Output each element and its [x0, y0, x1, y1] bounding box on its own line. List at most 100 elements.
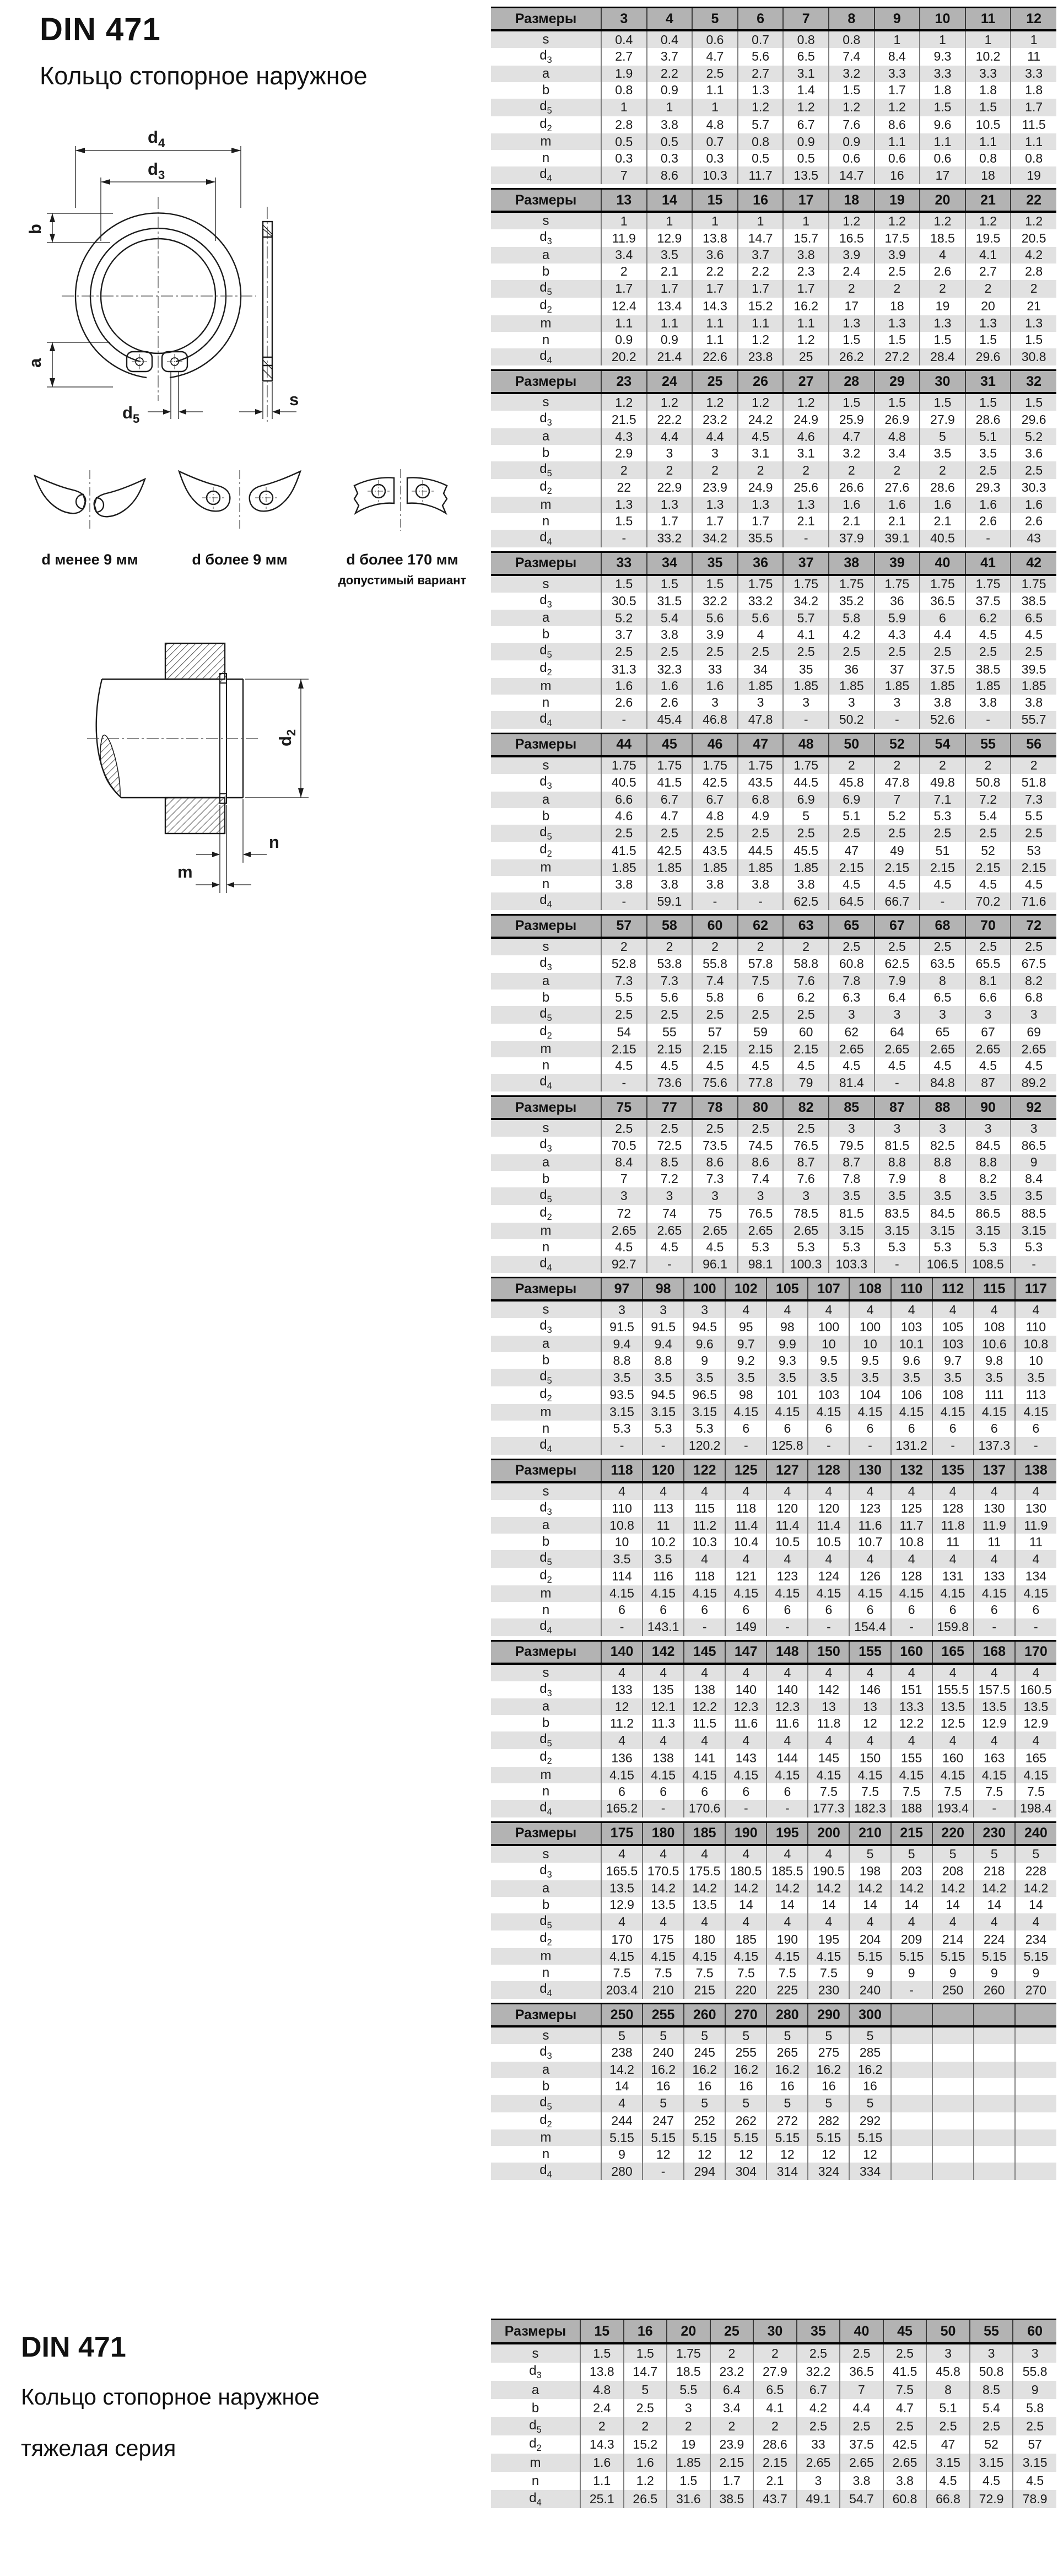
column-header: 260	[683, 2003, 726, 2028]
value-cell: 4.8	[692, 808, 738, 825]
column-header: 122	[683, 1458, 726, 1483]
value-cell: 5.3	[737, 1239, 784, 1256]
row-label: d2	[539, 116, 552, 133]
row-label: d5	[539, 461, 552, 478]
value-cell: 118	[725, 1499, 767, 1518]
row-label: a	[542, 1154, 550, 1170]
value-cell: 43.7	[753, 2490, 797, 2508]
value-cell: 14.2	[890, 1880, 932, 1897]
value-cell: 1.5	[964, 393, 1011, 411]
value-cell: 41.5	[882, 2363, 927, 2381]
column-header: 7	[782, 7, 829, 31]
value-cell: 4	[919, 246, 965, 263]
value-cell: 7.5	[1014, 1783, 1056, 1800]
column-header: 28	[828, 369, 875, 395]
value-cell: 4	[973, 1731, 1015, 1750]
value-cell: 0.3	[646, 150, 693, 167]
value-cell: 4	[890, 1731, 932, 1750]
value-cell: 2.5	[737, 1119, 784, 1137]
value-cell: 2.5	[601, 1005, 647, 1024]
value-cell: 4	[931, 1663, 974, 1681]
value-cell: 27.6	[873, 478, 920, 497]
value-cell: 3.8	[839, 2472, 883, 2490]
value-cell: 3.8	[646, 876, 693, 893]
din-table: Размеры 140 142 145 147 148 150 155 160 165 168 170…	[491, 1639, 1056, 1817]
value-cell: 2.5	[964, 824, 1011, 842]
value-cell: 10.5	[807, 1534, 850, 1551]
value-cell: 3.5	[600, 1550, 643, 1568]
value-cell: 150	[849, 1749, 891, 1767]
value-cell: 230	[807, 1981, 850, 1999]
value-cell: 5	[919, 428, 965, 445]
value-cell: -	[737, 892, 784, 910]
value-cell: 4	[766, 1844, 808, 1863]
value-cell: 8.6	[873, 116, 920, 134]
value-cell: 0.5	[782, 150, 829, 167]
value-cell: 4.5	[828, 876, 875, 893]
column-header: 26	[737, 369, 784, 395]
value-cell: 5	[849, 1844, 891, 1863]
value-cell: 3.4	[873, 445, 920, 462]
column-header: 11	[964, 7, 1011, 31]
value-cell	[1014, 2129, 1056, 2147]
value-cell: 14.2	[766, 1880, 808, 1897]
value-cell	[931, 2146, 974, 2163]
value-cell: 21	[1010, 297, 1056, 315]
value-cell	[1014, 2061, 1056, 2078]
value-cell: 7.3	[692, 1170, 738, 1187]
value-cell: 1.5	[601, 513, 647, 530]
value-cell: 4.5	[828, 1057, 875, 1074]
value-cell: 9.8	[973, 1352, 1015, 1369]
value-cell: 3	[828, 1119, 875, 1137]
value-cell: 4.8	[580, 2381, 624, 2399]
column-header: 127	[766, 1458, 808, 1483]
value-cell: 1.6	[873, 496, 920, 513]
value-cell: 113	[642, 1499, 684, 1518]
column-header: 40	[919, 551, 965, 576]
row-label: b	[542, 263, 550, 279]
value-cell: 7	[601, 166, 647, 185]
value-cell: 13.5	[642, 1896, 684, 1913]
column-header: 35	[692, 551, 738, 576]
row-label: d2	[539, 2112, 552, 2129]
value-cell: 32.2	[692, 592, 738, 610]
value-cell: 75.6	[692, 1074, 738, 1092]
value-cell: 1.3	[919, 315, 965, 332]
value-cell: 110	[600, 1499, 643, 1518]
value-cell: 22	[601, 478, 647, 497]
value-cell: 4	[890, 1550, 932, 1568]
column-header: 29	[873, 369, 920, 395]
table-row: b 5.5 5.6 5.8 6 6.2 6.3 6.4 6.5 6.6 6.8	[491, 989, 1056, 1006]
value-cell: 2	[646, 461, 693, 479]
value-cell: 3	[1010, 1119, 1056, 1137]
row-label: s	[542, 395, 549, 410]
row-label: d2	[539, 660, 552, 677]
value-cell: 4.15	[766, 1403, 808, 1421]
value-cell: 160.5	[1014, 1681, 1056, 1699]
value-cell: 4.15	[600, 1948, 643, 1965]
value-cell: 84.5	[964, 1137, 1011, 1154]
value-cell: 39.1	[873, 529, 920, 547]
table-corner-header: Размеры	[491, 1821, 601, 1846]
value-cell: 11.6	[766, 1715, 808, 1732]
row-label: d5	[539, 1187, 552, 1204]
value-cell: -	[683, 1618, 726, 1636]
value-cell: 170.6	[683, 1800, 726, 1817]
value-cell: 275	[807, 2044, 850, 2062]
row-label: d4	[529, 2490, 542, 2508]
value-cell: 4	[766, 1731, 808, 1750]
page-title: DIN 471	[40, 12, 161, 47]
value-cell: 9.7	[931, 1352, 974, 1369]
value-cell: 2.5	[882, 2343, 927, 2363]
value-cell: 5.6	[646, 989, 693, 1006]
value-cell: 3.9	[828, 246, 875, 263]
dim-label-d3: d3	[148, 159, 165, 182]
table-row: d2 170 175 180 185 190 195 204 209 214 224 234	[491, 1930, 1056, 1949]
value-cell: 5.4	[646, 610, 693, 627]
value-cell: 7.5	[973, 1783, 1015, 1800]
value-cell: 4.7	[882, 2399, 927, 2417]
value-cell: 34	[737, 660, 784, 678]
row-label: d2	[539, 842, 552, 859]
value-cell: 59	[737, 1023, 784, 1041]
value-cell: 1.5	[919, 331, 965, 348]
